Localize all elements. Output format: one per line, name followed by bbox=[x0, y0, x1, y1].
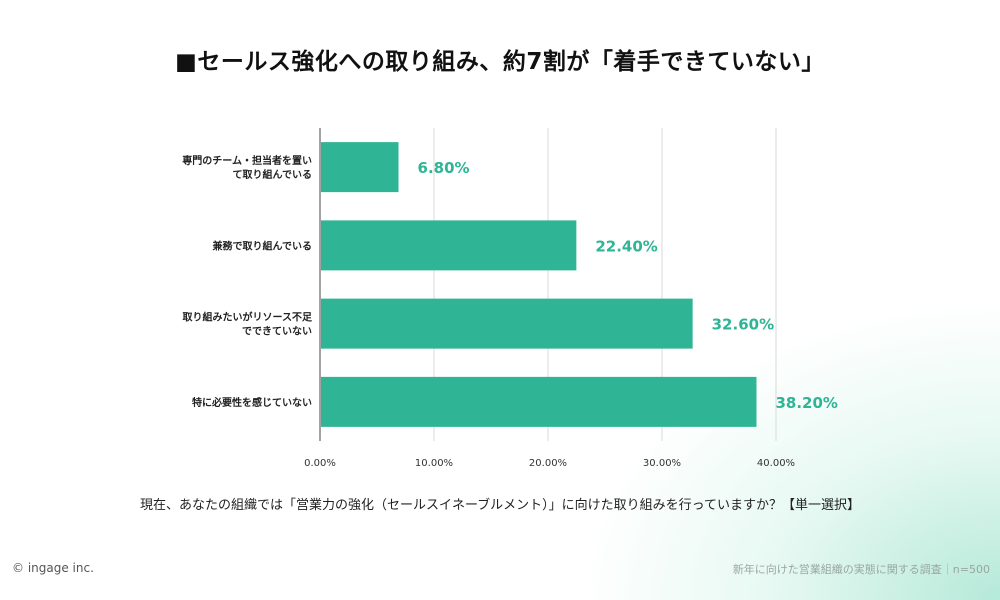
x-tick-label: 20.00% bbox=[529, 458, 567, 469]
data-label: 38.20% bbox=[775, 394, 837, 412]
data-label: 6.80% bbox=[418, 159, 470, 177]
x-tick-label: 40.00% bbox=[757, 458, 795, 469]
bar bbox=[321, 298, 693, 349]
data-label: 22.40% bbox=[595, 237, 657, 255]
x-tick-label: 0.00% bbox=[304, 458, 336, 469]
category-label: 専門のチーム・担当者を置い bbox=[182, 154, 312, 167]
chart-title: ■セールス強化への取り組み、約7割が「着手できていない」 bbox=[175, 49, 825, 75]
category-label: 取り組みたいがリソース不足 bbox=[183, 311, 313, 324]
category-label: て取り組んでいる bbox=[233, 168, 313, 181]
survey-question: 現在、あなたの組織では「営業力の強化（セールスイネーブルメント）」に向けた取り組… bbox=[139, 498, 861, 513]
category-label: 特に必要性を感じていない bbox=[192, 396, 312, 409]
bar bbox=[321, 376, 757, 427]
bar bbox=[321, 220, 577, 271]
survey-footnote: 新年に向けた営業組織の実態に関する調査｜n=500 bbox=[732, 563, 990, 576]
x-tick-label: 10.00% bbox=[415, 458, 453, 469]
x-tick-label: 30.00% bbox=[643, 458, 681, 469]
data-label: 32.60% bbox=[712, 316, 774, 334]
category-label: 兼務で取り組んでいる bbox=[213, 239, 313, 252]
bar bbox=[321, 142, 399, 193]
category-label: でできていない bbox=[242, 326, 312, 338]
copyright: © ingage inc. bbox=[12, 561, 94, 575]
